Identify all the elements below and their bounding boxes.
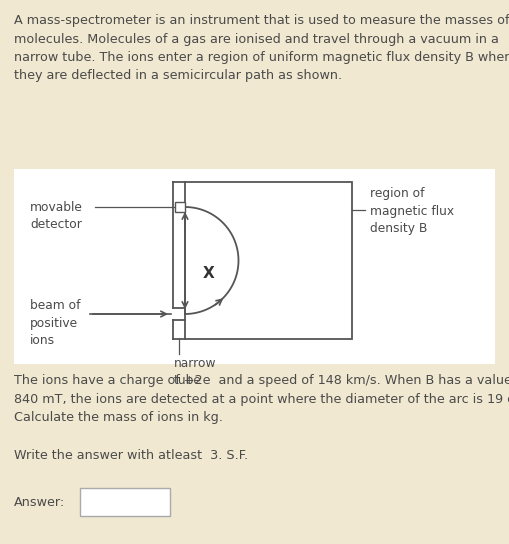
Text: Answer:: Answer:	[14, 496, 65, 509]
Text: beam of
positive
ions: beam of positive ions	[30, 299, 80, 347]
Text: X: X	[203, 267, 215, 281]
Bar	[175, 202, 185, 212]
Text: The ions have a charge of +2e  and a speed of 148 km/s. When B has a value of
84: The ions have a charge of +2e and a spee…	[14, 374, 509, 424]
Bar	[80, 488, 170, 516]
Bar	[14, 169, 495, 364]
Text: Write the answer with atleast  3. S.F.: Write the answer with atleast 3. S.F.	[14, 449, 248, 462]
Bar	[185, 182, 352, 339]
Text: region of
magnetic flux
density B: region of magnetic flux density B	[370, 187, 454, 235]
Text: narrow
tube: narrow tube	[174, 357, 216, 387]
Text: A mass-spectrometer is an instrument that is used to measure the masses of
molec: A mass-spectrometer is an instrument tha…	[14, 14, 509, 83]
Text: movable
detector: movable detector	[30, 201, 83, 232]
